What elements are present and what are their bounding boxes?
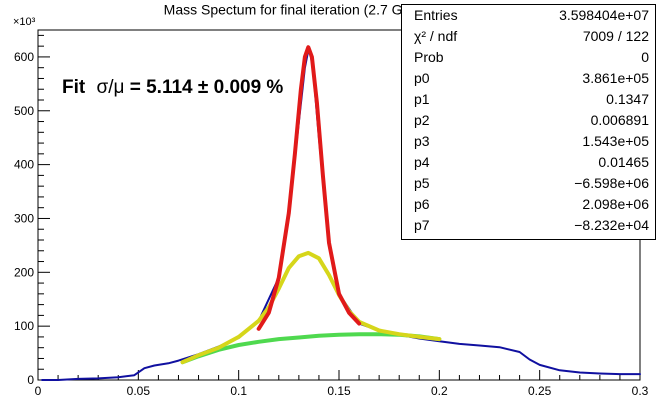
stats-row: Prob 0 bbox=[402, 49, 655, 67]
stats-name: p7 bbox=[414, 217, 430, 233]
stats-value: 3.598404e+07 bbox=[559, 7, 649, 23]
stats-name: p1 bbox=[414, 91, 430, 107]
stats-row: Entries 3.598404e+07 bbox=[402, 7, 655, 25]
stats-name: Entries bbox=[414, 7, 458, 23]
x-tick-label: 0 bbox=[35, 384, 42, 398]
stats-row: p7 −8.232e+04 bbox=[402, 217, 655, 235]
y-tick-label: 300 bbox=[14, 211, 34, 225]
x-tick-label: 0.15 bbox=[327, 384, 351, 398]
stats-value: 0.1347 bbox=[606, 91, 649, 107]
stats-name: p4 bbox=[414, 154, 430, 170]
series-line-1 bbox=[256, 45, 362, 331]
stats-row: p4 0.01465 bbox=[402, 154, 655, 172]
fit-annotation: Fit σ/μ = 5.114 ± 0.009 % bbox=[62, 77, 283, 98]
stats-value: 1.543e+05 bbox=[582, 133, 649, 149]
stats-name: p6 bbox=[414, 196, 430, 212]
y-tick-label: 500 bbox=[14, 104, 34, 118]
stats-value: −6.598e+06 bbox=[574, 175, 649, 191]
series-line-2 bbox=[180, 250, 442, 365]
x-tick-label: 0.2 bbox=[431, 384, 448, 398]
stats-name: p3 bbox=[414, 133, 430, 149]
stats-row: χ² / ndf 7009 / 122 bbox=[402, 28, 655, 46]
stats-row: p3 1.543e+05 bbox=[402, 133, 655, 151]
stats-row: p2 0.006891 bbox=[402, 112, 655, 130]
y-tick-label: 0 bbox=[27, 373, 34, 387]
stats-row: p1 0.1347 bbox=[402, 91, 655, 109]
axes: 0 0.05 0.1 0.15 0.2 0.25 0.3 0 100 200 300 400 500 60… bbox=[13, 16, 649, 398]
x-tick-label: 0.1 bbox=[230, 384, 247, 398]
stats-name: Prob bbox=[414, 49, 444, 65]
fit-curves bbox=[41, 45, 641, 381]
stats-value: 0.01465 bbox=[598, 154, 649, 170]
stats-value: 3.861e+05 bbox=[582, 70, 649, 86]
annotation-sigma-mu: σ/μ bbox=[97, 77, 125, 98]
stats-name: p2 bbox=[414, 112, 430, 128]
x-tick-label: 0.05 bbox=[127, 384, 151, 398]
y-tick-label: 100 bbox=[14, 319, 34, 333]
x-tick-label: 0.25 bbox=[528, 384, 552, 398]
y-tick-label: 600 bbox=[14, 50, 34, 64]
x-tick-label: 0.3 bbox=[632, 384, 649, 398]
annotation-prefix: Fit bbox=[62, 77, 86, 98]
svg-text:Fit σ/μ = 5.114 ±: Fit σ/μ = 5.114 ± 0.009 % bbox=[62, 77, 283, 98]
stats-name: p0 bbox=[414, 70, 430, 86]
y-tick-label: 200 bbox=[14, 265, 34, 279]
y-tick-label: 400 bbox=[14, 158, 34, 172]
stats-row: p6 2.098e+06 bbox=[402, 196, 655, 214]
stats-row: p5 −6.598e+06 bbox=[402, 175, 655, 193]
stats-value: −8.232e+04 bbox=[574, 217, 649, 233]
stats-name: χ² / ndf bbox=[414, 28, 458, 44]
stats-value: 2.098e+06 bbox=[582, 196, 649, 212]
stats-box: Entries 3.598404e+07 χ² / ndf 7009 / 122 Pro… bbox=[401, 4, 656, 240]
stats-row: p0 3.861e+05 bbox=[402, 70, 655, 88]
stats-value: 7009 / 122 bbox=[582, 28, 649, 44]
stats-name: p5 bbox=[414, 175, 430, 191]
stats-value: 0.006891 bbox=[590, 112, 649, 128]
stats-value: 0 bbox=[641, 49, 649, 65]
annotation-value: = 5.114 ± 0.009 % bbox=[130, 77, 284, 98]
y-multiplier-label: ×10³ bbox=[13, 16, 36, 28]
